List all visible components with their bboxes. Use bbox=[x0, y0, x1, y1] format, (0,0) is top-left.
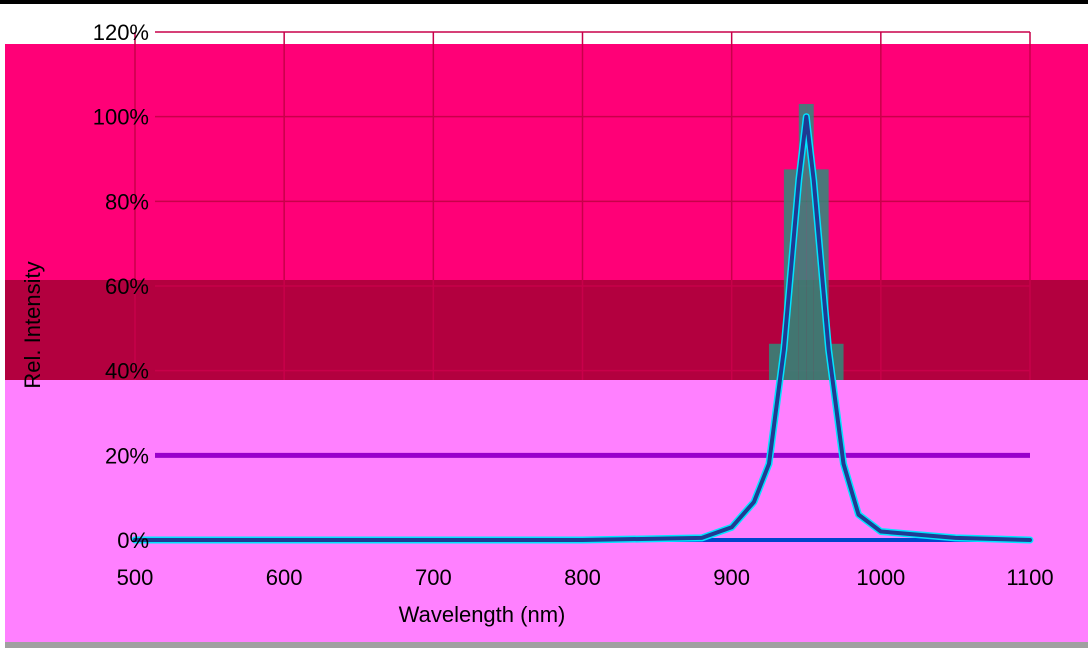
y-tick-label: 100% bbox=[93, 105, 149, 130]
y-tick-label: 40% bbox=[105, 359, 149, 384]
peak-fill-bar bbox=[806, 103, 814, 380]
x-tick-label: 1100 bbox=[1006, 565, 1053, 590]
series-line bbox=[133, 114, 1032, 542]
y-tick-label: 60% bbox=[105, 274, 149, 299]
x-tick-label: 700 bbox=[415, 565, 452, 590]
y-tick-label: 120% bbox=[93, 20, 149, 45]
x-tick-label: 1000 bbox=[856, 565, 905, 590]
series-lines bbox=[131, 113, 1034, 544]
x-tick-label: 900 bbox=[713, 565, 750, 590]
band-top bbox=[5, 44, 1088, 280]
y-tick-label: 0% bbox=[117, 528, 149, 553]
bottom-rule bbox=[5, 642, 1088, 648]
x-tick-label: 500 bbox=[117, 565, 154, 590]
peak-fill-bar bbox=[798, 103, 807, 380]
x-tick-label: 800 bbox=[564, 565, 601, 590]
y-tick-labels: 0% 20% 40% 60% 80% 100% 120% bbox=[93, 20, 149, 553]
band-middle bbox=[5, 280, 1088, 380]
band-bottom bbox=[5, 380, 1088, 642]
y-axis-title: Rel. Intensity bbox=[20, 261, 45, 388]
top-rule bbox=[0, 0, 1088, 4]
x-tick-labels: 500 600 700 800 900 1000 1100 bbox=[117, 565, 1054, 590]
y-tick-label: 80% bbox=[105, 189, 149, 214]
x-axis-title: Wavelength (nm) bbox=[399, 602, 566, 627]
x-tick-label: 600 bbox=[266, 565, 303, 590]
y-tick-label: 20% bbox=[105, 443, 149, 468]
